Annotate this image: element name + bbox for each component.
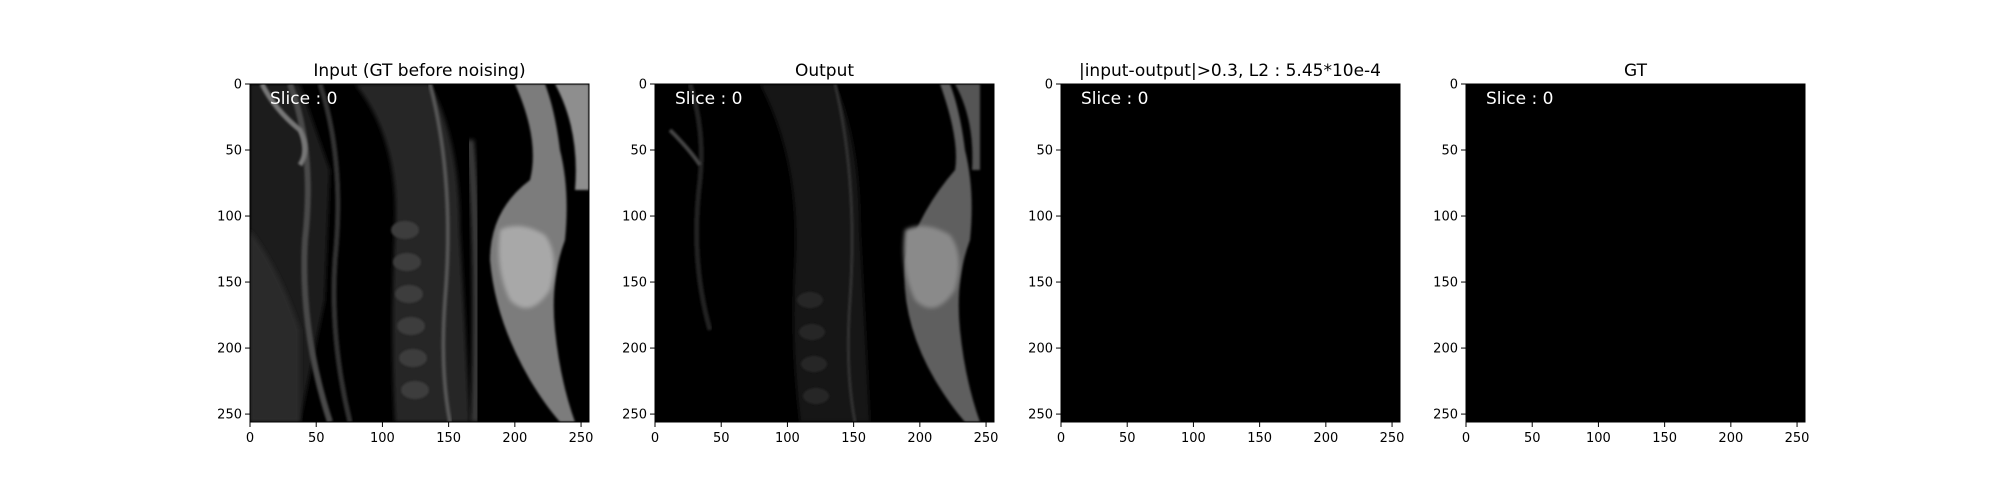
y-tick-label: 250 <box>622 408 647 423</box>
y-tick-label: 100 <box>622 210 647 225</box>
slice-annotation: Slice : 0 <box>270 89 337 109</box>
panel-output: Output Slice : 0 <box>654 61 995 423</box>
y-tick-label: 100 <box>217 210 242 225</box>
x-tick-label: 150 <box>841 431 866 446</box>
x-tick-label: 0 <box>651 431 659 446</box>
y-tick-label: 150 <box>1433 276 1458 291</box>
x-tick-label: 200 <box>1718 431 1743 446</box>
image-background <box>1466 84 1805 422</box>
x-tick-label: 0 <box>1462 431 1470 446</box>
x-tick-label: 150 <box>1652 431 1677 446</box>
y-tick-label: 50 <box>225 144 242 159</box>
panel-difference: |input-output|>0.3, L2 : 5.45*10e-4 Slic… <box>1060 61 1401 423</box>
ticks-layer: 0 50 100 150 200 250 0 50 100 150 200 250 0 50 100 150 2… <box>217 78 1809 447</box>
y-tick-label: 50 <box>1036 144 1053 159</box>
x-tick-label: 200 <box>1313 431 1338 446</box>
slice-annotation: Slice : 0 <box>675 89 742 109</box>
y-tick-label: 0 <box>639 78 647 93</box>
y-tick-label: 200 <box>622 342 647 357</box>
x-tick-label: 150 <box>1247 431 1272 446</box>
y-tick-label: 50 <box>630 144 647 159</box>
axes-frame <box>654 83 995 423</box>
x-tick-label: 0 <box>1057 431 1065 446</box>
x-tick-label: 50 <box>713 431 730 446</box>
x-tick-label: 100 <box>775 431 800 446</box>
panel-gt: GT Slice : 0 <box>1465 61 1806 423</box>
x-tick-label: 250 <box>569 431 594 446</box>
y-tick-label: 50 <box>1441 144 1458 159</box>
y-tick-label: 200 <box>1028 342 1053 357</box>
panel-title: |input-output|>0.3, L2 : 5.45*10e-4 <box>1079 61 1381 81</box>
y-tick-label: 100 <box>1028 210 1053 225</box>
panel-title: Output <box>795 61 854 81</box>
x-tick-label: 100 <box>1586 431 1611 446</box>
image-background <box>1061 84 1400 422</box>
y-tick-label: 100 <box>1433 210 1458 225</box>
y-tick-label: 150 <box>622 276 647 291</box>
x-tick-label: 100 <box>370 431 395 446</box>
mri-image <box>250 84 589 422</box>
y-tick-label: 200 <box>1433 342 1458 357</box>
x-tick-label: 200 <box>907 431 932 446</box>
y-tick-label: 0 <box>1045 78 1053 93</box>
slice-annotation: Slice : 0 <box>1081 89 1148 109</box>
x-tick-label: 250 <box>974 431 999 446</box>
x-tick-label: 200 <box>502 431 527 446</box>
x-tick-label: 250 <box>1785 431 1810 446</box>
y-tick-label: 250 <box>1433 408 1458 423</box>
x-tick-label: 150 <box>436 431 461 446</box>
y-tick-label: 250 <box>217 408 242 423</box>
y-tick-label: 150 <box>217 276 242 291</box>
y-tick-label: 200 <box>217 342 242 357</box>
slice-annotation: Slice : 0 <box>1486 89 1553 109</box>
y-tick-label: 0 <box>1450 78 1458 93</box>
x-tick-label: 0 <box>246 431 254 446</box>
y-tick-label: 0 <box>234 78 242 93</box>
panel-title: Input (GT before noising) <box>313 61 525 81</box>
x-tick-label: 50 <box>1119 431 1136 446</box>
panel-input: Input (GT before noising) <box>249 61 590 423</box>
x-tick-label: 50 <box>1524 431 1541 446</box>
panel-title: GT <box>1624 61 1648 81</box>
axes-frame <box>1060 83 1401 423</box>
axes-frame <box>1465 83 1806 423</box>
y-tick-label: 250 <box>1028 408 1053 423</box>
axes-frame <box>249 83 590 423</box>
mri-image <box>668 84 980 422</box>
x-tick-label: 50 <box>308 431 325 446</box>
x-tick-label: 100 <box>1181 431 1206 446</box>
y-tick-label: 150 <box>1028 276 1053 291</box>
x-tick-label: 250 <box>1380 431 1405 446</box>
